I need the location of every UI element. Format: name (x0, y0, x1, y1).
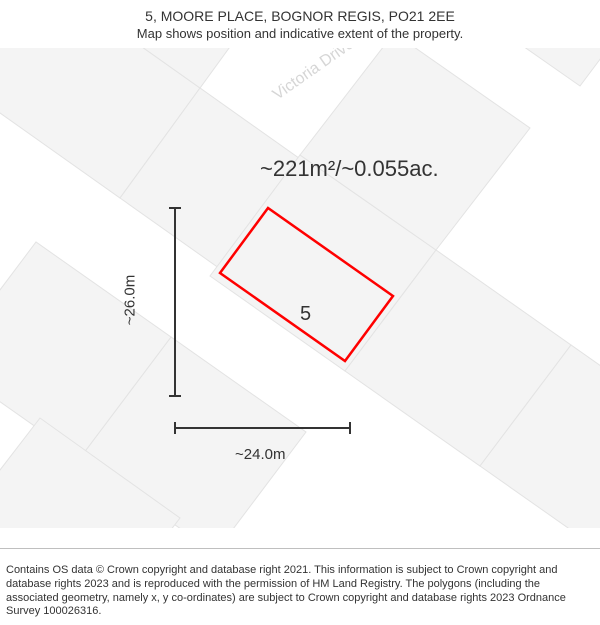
map-svg (0, 48, 600, 528)
footer-text: Contains OS data © Crown copyright and d… (6, 564, 594, 619)
page-title: 5, MOORE PLACE, BOGNOR REGIS, PO21 2EE (0, 8, 600, 24)
horizontal-axis-line (175, 427, 350, 429)
vertical-axis-label: ~26.0m (122, 275, 139, 325)
page-subtitle: Map shows position and indicative extent… (0, 26, 600, 41)
footer-divider (0, 548, 600, 549)
map-area: Victoria Drive ~221m²/~0.055ac. 5 ~26.0m… (0, 48, 600, 528)
vertical-axis-cap-bottom (169, 395, 181, 397)
area-label: ~221m²/~0.055ac. (260, 156, 439, 182)
plot-number-label: 5 (300, 303, 311, 326)
horizontal-axis-label: ~24.0m (235, 446, 285, 463)
page-root: 5, MOORE PLACE, BOGNOR REGIS, PO21 2EE M… (0, 0, 600, 625)
vertical-axis-cap-top (169, 207, 181, 209)
vertical-axis-line (174, 208, 176, 396)
horizontal-axis-cap-left (174, 422, 176, 434)
horizontal-axis-cap-right (349, 422, 351, 434)
